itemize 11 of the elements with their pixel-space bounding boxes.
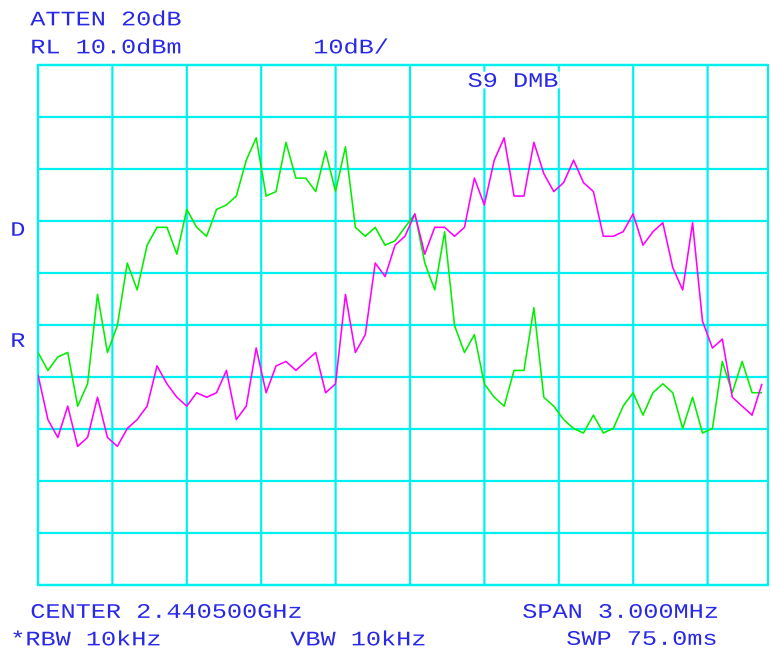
text: SPAN 3.000MHz: [523, 604, 717, 618]
text: *RBW 10kHz: [13, 630, 160, 646]
text: VBW 10kHz: [290, 630, 424, 646]
text: 10dB/: [315, 38, 388, 54]
text: D: [12, 222, 24, 236]
text: CENTER 2.440500GHz: [32, 604, 301, 618]
text: RL 10.0dBm: [32, 38, 180, 54]
text: S9 DMB: [468, 72, 558, 88]
text: SWP 75.0ms: [567, 631, 716, 646]
text: ATTEN 20dB: [30, 10, 181, 26]
text: R: [12, 333, 25, 347]
